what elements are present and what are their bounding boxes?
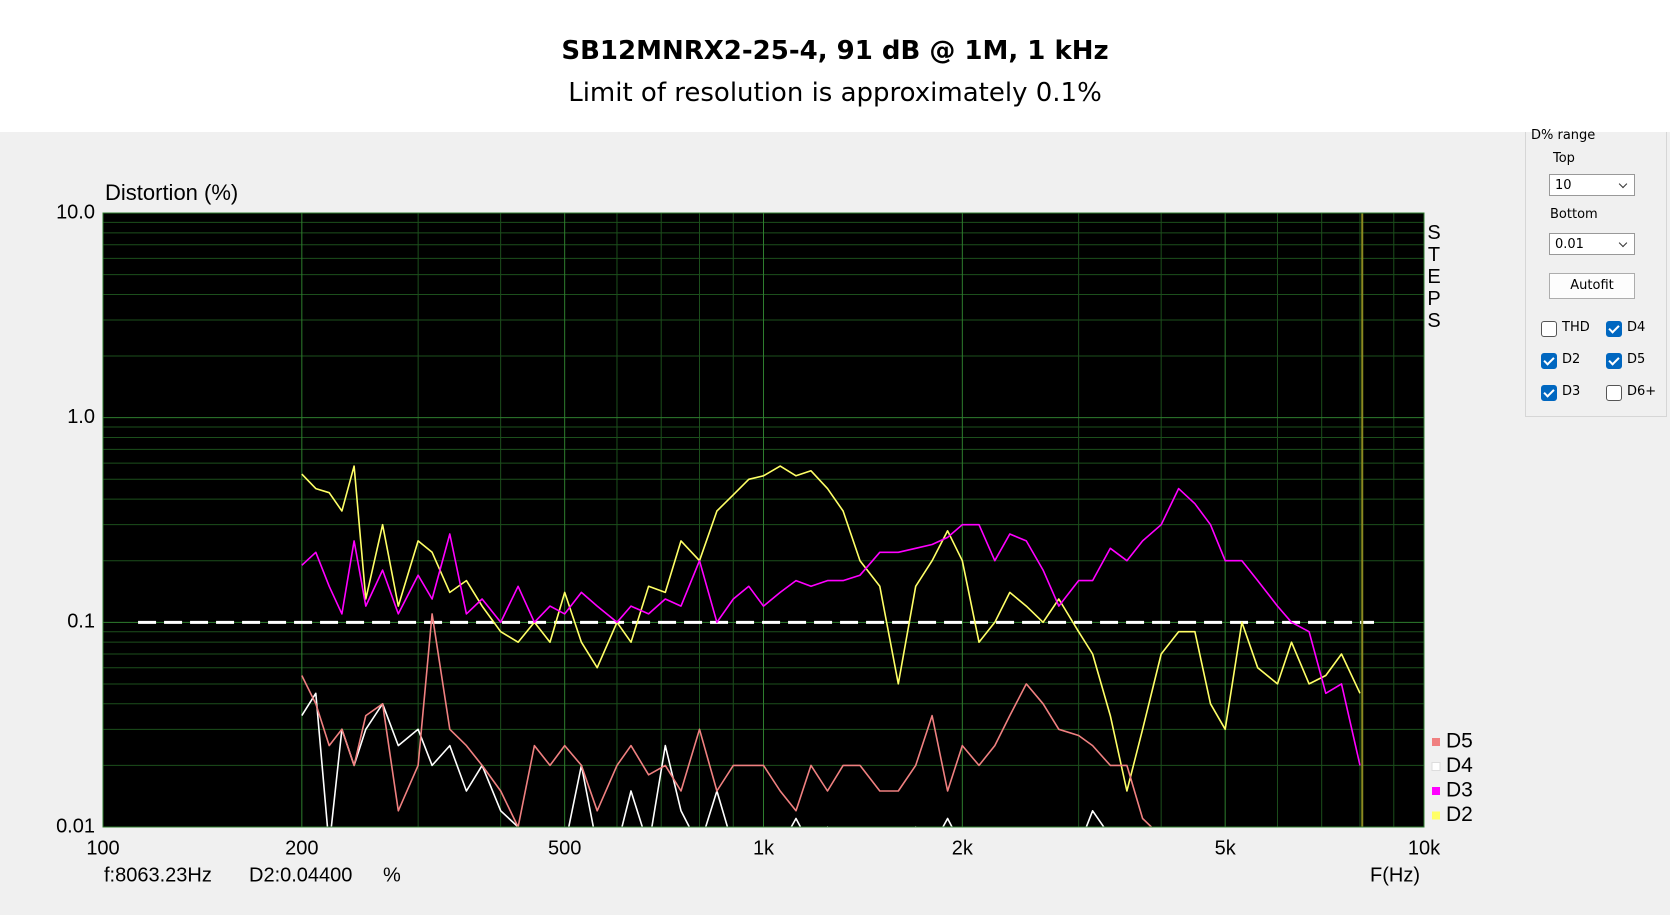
- checkbox[interactable]: [1541, 353, 1557, 369]
- plot-layer: [103, 213, 1424, 827]
- checkbox-label: D2: [1562, 352, 1581, 367]
- legend-label: D5: [1446, 730, 1473, 753]
- x-tick-label: 2k: [952, 837, 974, 859]
- checkbox[interactable]: [1541, 321, 1557, 337]
- x-tick-label: 5k: [1215, 837, 1237, 859]
- y-tick-label: 10.0: [56, 201, 95, 223]
- checkbox-label: D3: [1562, 384, 1581, 399]
- chart: Distortion (%) F(Hz) STEPS f:8063.23Hz D…: [56, 180, 1473, 886]
- cursor-unit: %: [383, 864, 401, 886]
- y-tick-label: 0.1: [67, 611, 95, 633]
- settings-panel: D% range Top 10 Bottom 0.01 Autofit THD D…: [1525, 128, 1667, 417]
- checkbox[interactable]: [1606, 321, 1622, 337]
- checkbox-label: D4: [1627, 320, 1646, 335]
- checkbox[interactable]: [1606, 385, 1622, 401]
- legend-swatch: [1432, 811, 1440, 820]
- plot-border: [102, 212, 1425, 828]
- series-line: [301, 487, 1361, 766]
- legend-label: D2: [1446, 803, 1473, 826]
- series-line: [301, 465, 1361, 792]
- y-tick-label: 0.01: [56, 815, 95, 837]
- bottom-select[interactable]: 0.01: [1549, 233, 1635, 255]
- checkbox[interactable]: [1606, 353, 1622, 369]
- steps-label: STEPS: [1423, 222, 1445, 332]
- checkbox-label: D5: [1627, 352, 1646, 367]
- x-tick-label: 1k: [753, 837, 775, 859]
- x-tick-label: 500: [548, 837, 581, 859]
- checkbox[interactable]: [1541, 385, 1557, 401]
- top-label: Top: [1553, 151, 1575, 166]
- cursor-frequency: f:8063.23Hz: [104, 864, 212, 886]
- series-line: [301, 692, 1105, 827]
- x-axis-label: F(Hz): [1370, 864, 1420, 886]
- x-tick-label: 100: [86, 837, 119, 859]
- series-line: [301, 613, 1153, 827]
- header: SB12MNRX2-25-4, 91 dB @ 1M, 1 kHz Limit …: [0, 0, 1670, 132]
- x-tick-label: 200: [285, 837, 318, 859]
- top-select[interactable]: 10: [1549, 174, 1635, 196]
- page-title: SB12MNRX2-25-4, 91 dB @ 1M, 1 kHz: [561, 36, 1109, 66]
- x-tick-label: 10k: [1408, 837, 1441, 859]
- legend-swatch: [1431, 762, 1441, 771]
- page-subtitle: Limit of resolution is approximately 0.1…: [568, 78, 1102, 108]
- legend-label: D4: [1446, 754, 1473, 777]
- autofit-button[interactable]: Autofit: [1549, 273, 1635, 299]
- checkbox-label: D6+: [1627, 384, 1657, 399]
- cursor-value: D2:0.04400: [249, 864, 352, 886]
- legend-swatch: [1432, 738, 1440, 746]
- legend-swatch: [1432, 787, 1440, 795]
- group-label: D% range: [1531, 128, 1596, 143]
- y-tick-label: 1.0: [67, 406, 95, 428]
- legend-label: D3: [1446, 779, 1473, 802]
- checkbox-label: THD: [1562, 320, 1590, 335]
- y-axis-label: Distortion (%): [105, 180, 238, 205]
- bottom-label: Bottom: [1550, 207, 1598, 222]
